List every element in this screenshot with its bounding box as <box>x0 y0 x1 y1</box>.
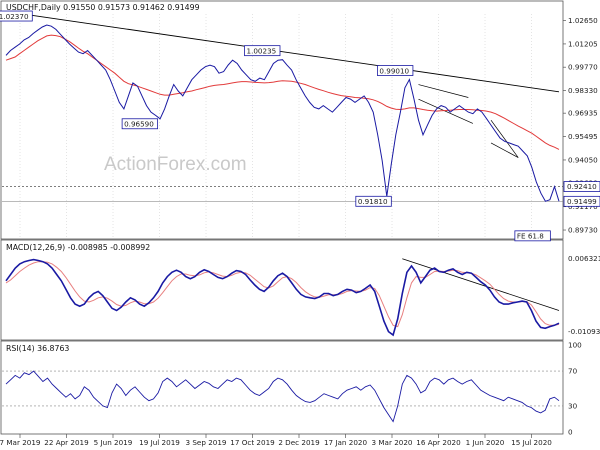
rsi-panel-frame <box>0 340 564 435</box>
x-axis-label: 17 Oct 2019 <box>230 438 275 447</box>
macd-line <box>5 258 560 337</box>
macd-signal-line <box>5 261 560 328</box>
annotation-box <box>121 118 159 130</box>
macd-axis-label: 0.006321 <box>568 254 600 263</box>
macd-header: MACD(12,26,9) -0.008985 -0.008992 <box>6 243 150 252</box>
annotation-box <box>0 10 33 22</box>
price-label: 0.92410 <box>567 182 597 191</box>
annotation-label: 0.91810 <box>358 197 388 206</box>
rsi-axis-label: 100 <box>568 341 582 350</box>
x-axis-label: 17 Jan 2020 <box>324 438 368 447</box>
trendline <box>418 84 469 98</box>
price-axis-label: 1.01205 <box>568 39 598 48</box>
price-axis-label: 0.95495 <box>568 132 598 141</box>
annotation-box <box>514 230 551 242</box>
price-axis-label: 1.02650 <box>568 16 598 25</box>
x-axis-label: 16 Apr 2020 <box>416 438 461 447</box>
annotation-box <box>244 45 281 57</box>
rsi-axis-label: 30 <box>568 401 578 410</box>
trendline <box>490 120 519 158</box>
x-axis-label: 7 Mar 2019 <box>0 438 41 447</box>
x-axis-label: 22 Apr 2019 <box>44 438 89 447</box>
annotation-label: 1.00235 <box>247 46 277 55</box>
rsi-line <box>5 370 560 423</box>
macd-trendline <box>402 258 560 311</box>
annotation-label: 0.96590 <box>124 120 154 129</box>
macd-plot <box>5 258 560 337</box>
price-label: 0.91499 <box>567 197 597 206</box>
gridlines <box>19 14 532 238</box>
annotation-box <box>377 65 414 76</box>
macd-axis-label: -0.010939 <box>568 327 600 336</box>
watermark: ActionForex.com <box>104 154 247 175</box>
axis-labels: 1.02650 1.01205 0.99770 0.98330 0.96935 0.954… <box>0 16 600 447</box>
price-axis-label: 0.96935 <box>568 109 598 118</box>
trendline <box>5 11 560 93</box>
rsi-axis-label: 70 <box>568 367 578 376</box>
price-axis-label: 0.99770 <box>568 63 598 72</box>
x-axis-label: 5 Jun 2019 <box>94 438 133 447</box>
x-axis-label: 2 Dec 2019 <box>278 438 320 447</box>
annotation-label: 1.02370 <box>0 12 29 21</box>
x-axis-label: 15 Jul 2020 <box>511 438 552 447</box>
price-axis-label: 0.94050 <box>568 155 598 164</box>
price-label-box <box>563 181 600 192</box>
price-plot: 1.02370 0.96590 1.00235 0.99010 0.91810 FE 61… <box>0 10 563 242</box>
annotation-label: 0.99010 <box>379 66 409 75</box>
price-line <box>5 24 560 202</box>
main-panel-frame <box>0 0 564 240</box>
x-axis-label: 3 Mar 2020 <box>372 438 413 447</box>
x-axis-label: 3 Sep 2019 <box>186 438 227 447</box>
rsi-plot <box>2 370 563 423</box>
rsi-header: RSI(14) 36.8763 <box>6 344 69 353</box>
price-label-box <box>563 195 600 207</box>
annotation-label: FE 61.8 <box>517 232 544 241</box>
annotation-box <box>355 195 392 207</box>
trendline <box>490 142 519 158</box>
trendline <box>418 98 474 124</box>
price-axis-label: 0.98330 <box>568 86 598 95</box>
x-axis-label: 19 Jul 2019 <box>139 438 180 447</box>
price-header: USDCHF,Daily 0.91550 0.91573 0.91462 0.9… <box>6 3 200 12</box>
rsi-axis-label: 0 <box>568 428 573 437</box>
x-axis-label: 1 Jun 2020 <box>466 438 505 447</box>
macd-panel-frame <box>0 239 564 341</box>
price-axis-label: 0.89730 <box>568 226 598 235</box>
